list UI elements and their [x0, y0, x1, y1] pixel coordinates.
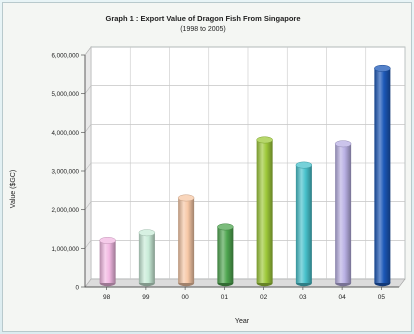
y-tick-label: 6,000,000	[51, 53, 79, 60]
bar-04	[335, 143, 352, 283]
y-tick-label: 1,000,000	[51, 246, 79, 253]
x-tick-label: 98	[103, 294, 111, 301]
x-axis-label: Year	[235, 318, 250, 325]
bar-top	[334, 140, 352, 148]
chart-panel: Graph 1 : Export Value of Dragon Fish Fr…	[2, 2, 412, 332]
x-tick-label: 05	[378, 294, 386, 301]
x-tick-label: 00	[182, 294, 190, 301]
bar-chart: Graph 1 : Export Value of Dragon Fish Fr…	[10, 14, 406, 325]
bar-top	[295, 161, 313, 169]
y-tick-label: 4,000,000	[51, 130, 79, 137]
bar-top	[374, 64, 391, 72]
bar-top	[177, 194, 195, 202]
bar-02	[256, 139, 273, 283]
y-tick-label: 0	[76, 285, 80, 292]
bar-top	[217, 223, 234, 231]
x-tick-label: 02	[260, 294, 268, 301]
plot-area: 0 1,000,000 2,000,000 3,000,000 4,000,000 5,0…	[51, 46, 406, 301]
y-axis-label: Value ($GC)	[10, 170, 17, 208]
plot-floor	[84, 278, 406, 288]
bar-99	[138, 232, 155, 283]
chart-subtitle: (1998 to 2005)	[180, 26, 226, 33]
bar-top	[256, 136, 273, 144]
bar-05	[374, 68, 391, 284]
y-tick-label: 3,000,000	[51, 169, 79, 176]
bar-01	[217, 226, 234, 283]
bar-00	[178, 197, 195, 283]
bar-98	[99, 240, 116, 283]
bar-03	[295, 165, 312, 283]
y-tick-label: 5,000,000	[51, 91, 79, 98]
y-tick-label: 2,000,000	[51, 207, 79, 214]
x-tick-label: 04	[339, 294, 347, 301]
bar-top	[99, 237, 116, 244]
x-tick-label: 99	[142, 294, 150, 301]
bar-top	[138, 229, 156, 237]
chart-title: Graph 1 : Export Value of Dragon Fish Fr…	[105, 14, 300, 23]
x-tick-label: 03	[299, 294, 307, 301]
x-tick-label: 01	[221, 294, 229, 301]
